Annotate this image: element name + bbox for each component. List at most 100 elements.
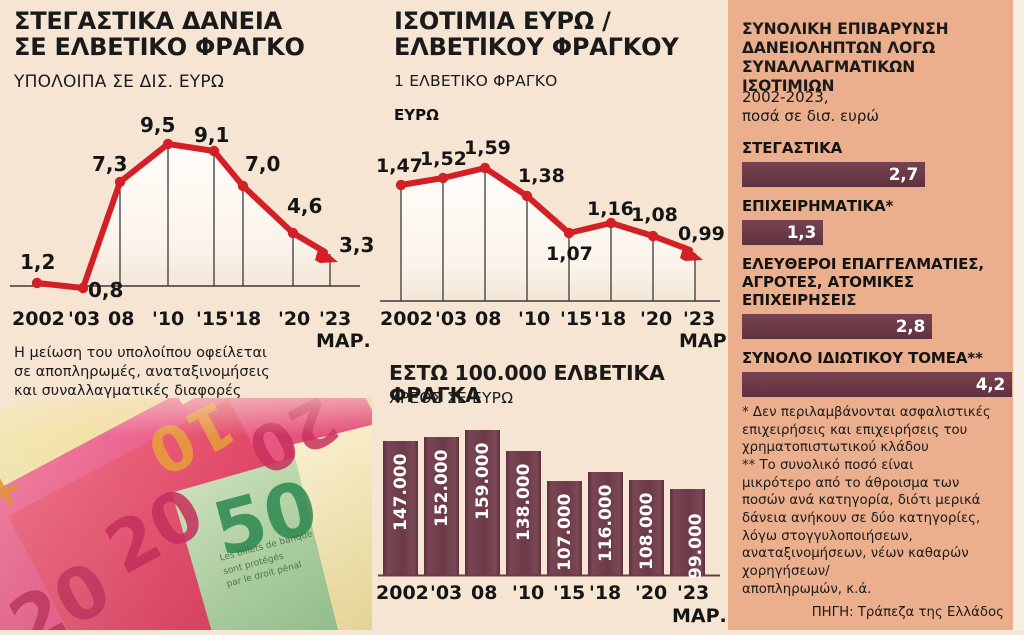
right-title-line1: ΣΥΝΟΛΙΚΗ ΕΠΙΒΑΡΥΝΣΗ bbox=[742, 20, 949, 38]
chart2-value-6: 1,08 bbox=[631, 204, 678, 226]
right-footnote-0: * Δεν περιλαμβάνονται ασφαλιστικές bbox=[742, 405, 991, 420]
chart1-value-5: 7,0 bbox=[245, 152, 281, 176]
chart2-value-2: 1,59 bbox=[464, 137, 511, 159]
chart2-xtick-0: 2002 bbox=[380, 308, 433, 330]
chart1-subtitle: ΥΠΟΛΟΙΠΑ ΣΕ ΔΙΣ. ΕΥΡΩ bbox=[14, 72, 225, 92]
right-bar-value-0: 2,7 bbox=[888, 164, 919, 185]
chart3-value-7: 99.000 bbox=[686, 513, 706, 579]
chart1-title-line1: ΣΤΕΓΑΣΤΙΚΑ ΔΑΝΕΙΑ bbox=[14, 7, 282, 35]
right-bar-value-3: 4,2 bbox=[975, 374, 1006, 395]
chart1-xtick-7: '23 bbox=[319, 308, 352, 330]
chart3-xtick-extra: ΜΑΡ. bbox=[672, 605, 727, 627]
right-footnote-10: αποπληρωμών, κ.ά. bbox=[742, 581, 872, 597]
right-bar-2: 2,8 bbox=[742, 314, 932, 339]
right-bar-label-3: ΣΥΝΟΛΟ ΙΔΙΩΤΙΚΟΥ ΤΟΜΕΑ** bbox=[742, 349, 983, 367]
chart3-plot bbox=[378, 430, 720, 577]
chart1-value-4: 9,1 bbox=[194, 123, 230, 147]
right-panel: ΣΥΝΟΛΙΚΗ ΕΠΙΒΑΡΥΝΣΗ ΔΑΝΕΙΟΛΗΠΤΩΝ ΛΟΓΩ ΣΥ… bbox=[728, 0, 1014, 635]
chart3-title: ΕΣΤΩ 100.000 ΕΛΒΕΤΙΚΑ ΦΡΑΓΚΑ bbox=[389, 361, 665, 407]
right-subtitle-line1: 2002-2023, bbox=[742, 88, 829, 106]
chart1-xtick-0: 2002 bbox=[12, 308, 65, 330]
chart2-title-line1: ΙΣΟΤΙΜΙΑ ΕΥΡΩ / bbox=[394, 7, 611, 35]
right-bar-label-2b: ΑΓΡΟΤΕΣ, ΑΤΟΜΙΚΕΣ bbox=[742, 273, 915, 291]
chart3-value-4: 107.000 bbox=[555, 493, 575, 571]
chart3-xtick-5: '18 bbox=[589, 582, 622, 604]
chart2-value-7: 0,99 bbox=[678, 223, 725, 245]
chart2-block: ΙΣΟΤΙΜΙΑ ΕΥΡΩ / ΕΛΒΕΤΙΚΟΥ ΦΡΑΓΚΟΥ 1 ΕΛΒΕ… bbox=[372, 0, 728, 355]
chart2-value-1: 1,52 bbox=[420, 148, 467, 170]
chart2-title-line2: ΕΛΒΕΤΙΚΟΥ ΦΡΑΓΚΟΥ bbox=[394, 33, 679, 61]
left-content-area: 10 20 20 20 50 + Les billets de banqueso… bbox=[0, 0, 728, 635]
chart1-value-0: 1,2 bbox=[20, 250, 56, 274]
right-bar-label-1: ΕΠΙΧΕΙΡΗΜΑΤΙΚΑ* bbox=[742, 197, 894, 215]
chart1-value-2: 7,3 bbox=[92, 152, 128, 176]
chart3-xtick-1: '03 bbox=[430, 582, 463, 604]
right-footnote-8: αναταξινομήσεων, νέων καθαρών bbox=[742, 546, 969, 562]
chart1-footnote-line3: και συναλλαγματικές διαφορές bbox=[14, 383, 242, 399]
chart2-xtick-2: 08 bbox=[475, 308, 502, 330]
chart3-xtick-6: '20 bbox=[635, 582, 668, 604]
source-credit: ΠΗΓΗ: Τράπεζα της Ελλάδος bbox=[811, 605, 1004, 620]
chart2-value-4: 1,07 bbox=[546, 243, 593, 265]
page-right-edge bbox=[1013, 0, 1024, 635]
page-bottom-edge bbox=[0, 630, 1024, 635]
right-bar-label-2a: ΕΛΕΥΘΕΡΟΙ ΕΠΑΓΓΕΛΜΑΤΙΕΣ, bbox=[742, 255, 985, 273]
chart1-xtick-4: '15 bbox=[196, 308, 229, 330]
right-title-line3: ΣΥΝΑΛΛΑΓΜΑΤΙΚΩΝ ΙΣΟΤΙΜΙΩΝ bbox=[742, 58, 916, 95]
chart2-xtick-7: '23 bbox=[683, 308, 716, 330]
right-footnote-4: μικρότερο από το άθροισμα των bbox=[742, 475, 960, 491]
right-bar-1: 1,3 bbox=[742, 220, 823, 245]
right-bar-value-1: 1,3 bbox=[786, 222, 817, 243]
right-footnote-5: ποσών ανά κατηγορία, διότι μερικά bbox=[742, 493, 981, 509]
chart3-xtick-4: '15 bbox=[553, 582, 586, 604]
chart3-xtick-3: '10 bbox=[512, 582, 545, 604]
chart3-value-5: 116.000 bbox=[596, 484, 616, 562]
chart1-xtick-5: '18 bbox=[229, 308, 262, 330]
chart2-subtitle: 1 ΕΛΒΕΤΙΚΟ ΦΡΑΓΚΟ bbox=[394, 72, 558, 90]
chart2-xtick-4: '15 bbox=[560, 308, 593, 330]
chart2-xtick-6: '20 bbox=[640, 308, 673, 330]
right-bar-label-0: ΣΤΕΓΑΣΤΙΚΑ bbox=[742, 139, 843, 157]
chart1-title-line2: ΣΕ ΕΛΒΕΤΙΚΟ ΦΡΑΓΚΟ bbox=[14, 33, 305, 61]
chart1-plot bbox=[10, 138, 360, 294]
chart3-value-3: 138.000 bbox=[514, 463, 534, 541]
chart2-xtick-5: '18 bbox=[594, 308, 627, 330]
chart3-xtick-7: '23 bbox=[677, 582, 710, 604]
chart1-value-1: 0,8 bbox=[88, 278, 124, 302]
right-footnote-3: ** Το συνολικό ποσό είναι bbox=[742, 458, 914, 474]
right-bar-label-2c: ΕΠΙΧΕΙΡΗΣΕΙΣ bbox=[742, 291, 857, 309]
right-title-line2: ΔΑΝΕΙΟΛΗΠΤΩΝ ΛΟΓΩ bbox=[742, 39, 936, 57]
right-footnote-7: λόγω στογγυλοποιήσεων, bbox=[742, 528, 913, 544]
chart1-value-6: 4,6 bbox=[287, 194, 323, 218]
right-footnote-2: χρηματοπιστωτικού κλάδου bbox=[742, 440, 929, 456]
right-bar-0: 2,7 bbox=[742, 162, 925, 187]
chart1-xtick-6: '20 bbox=[278, 308, 311, 330]
chart1-footnote-line1: Η μείωση του υπολοίπου οφείλεται bbox=[14, 345, 267, 361]
chart1-block: ΣΤΕΓΑΣΤΙΚΑ ΔΑΝΕΙΑ ΣΕ ΕΛΒΕΤΙΚΟ ΦΡΑΓΚΟ ΥΠΟ… bbox=[0, 0, 375, 400]
right-subtitle-line2: ποσά σε δισ. ευρώ bbox=[742, 107, 879, 125]
chart3-block: ΕΣΤΩ 100.000 ΕΛΒΕΤΙΚΑ ΦΡΑΓΚΑ ΧΡΕΟΣ ΣΕ ΕΥ… bbox=[372, 358, 728, 635]
right-bar-3: 4,2 bbox=[742, 372, 1012, 397]
chart3-xtick-2: 08 bbox=[471, 582, 498, 604]
chart3-value-2: 159.000 bbox=[473, 442, 493, 520]
chart1-xtick-extra: ΜΑΡ. bbox=[316, 330, 371, 352]
chart1-xtick-3: '10 bbox=[152, 308, 185, 330]
chart2-value-3: 1,38 bbox=[518, 165, 565, 187]
chart2-value-0: 1,47 bbox=[376, 155, 423, 177]
right-footnote-1: επιχειρήσεις και επιχειρήσεις του bbox=[742, 422, 968, 438]
chart3-value-6: 108.000 bbox=[637, 492, 657, 570]
chart2-plot bbox=[380, 162, 720, 302]
right-footnotes: * Δεν περιλαμβάνονται ασφαλιστικές επιχε… bbox=[742, 404, 1004, 598]
chart3-value-1: 152.000 bbox=[432, 449, 452, 527]
chart3-value-0: 147.000 bbox=[391, 453, 411, 531]
chart2-value-5: 1,16 bbox=[587, 198, 634, 220]
chart1-value-3: 9,5 bbox=[140, 113, 176, 137]
chart2-axis-unit: ΕΥΡΩ bbox=[394, 106, 439, 124]
chart1-footnote-line2: σε αποπληρωμές, αναταξινομήσεις bbox=[14, 364, 270, 380]
right-bar-value-2: 2,8 bbox=[895, 316, 926, 337]
chart1-value-7: 3,3 bbox=[339, 233, 375, 257]
right-footnote-6: δάνεια ανήκουν σε δύο κατηγορίες, bbox=[742, 511, 981, 527]
chart2-xtick-extra: ΜΑΡ. bbox=[679, 330, 728, 352]
chart2-xtick-1: '03 bbox=[435, 308, 468, 330]
